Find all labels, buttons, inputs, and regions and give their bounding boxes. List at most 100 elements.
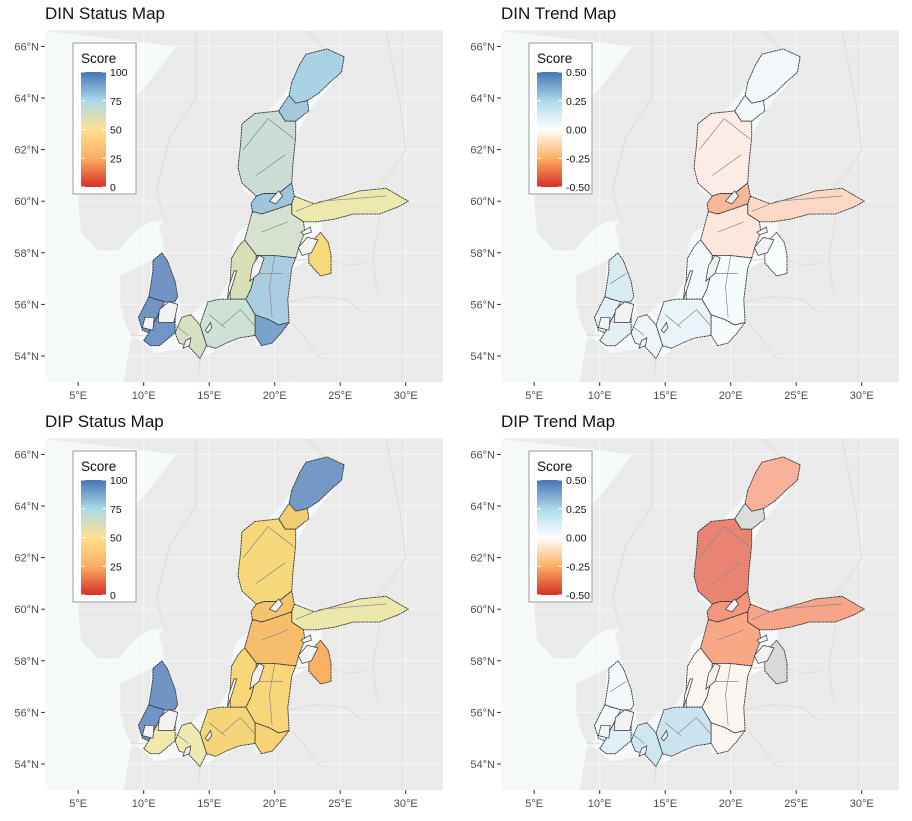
aland-island [724,190,740,205]
panel-title: DIN Trend Map [501,4,617,23]
country-border [306,438,328,461]
country-border [291,730,322,767]
y-tick-label: 64°N [470,501,495,513]
legend-color-bar [81,480,106,595]
y-tick-label: 58°N [14,656,39,668]
subbasin-line [256,562,286,584]
y-tick-label: 66°N [14,41,39,53]
x-tick-label: 10°E [588,390,612,402]
subbasin-line [222,309,254,326]
subbasin-line [222,717,254,734]
legend-label: 0 [110,182,116,194]
baltic-states-land [287,188,443,382]
x-tick-label: 30°E [850,390,874,402]
x-tick-label: 15°E [197,798,221,810]
dip-trend-panel: DIP Trend Map 5°E 10°E 15°E 20°E 25°E 30°E 66°… [456,408,912,816]
y-tick-label: 54°N [14,759,39,771]
country-border [372,216,381,292]
poland-germany-land [576,668,748,790]
gdansk-basin-region [254,314,290,347]
subbasin-line [269,255,276,318]
bothnian-sea-region [693,110,753,197]
poland-germany-land [576,260,748,382]
x-tick-label: 20°E [719,390,743,402]
y-tick-label: 58°N [470,656,495,668]
x-tick-label: 20°E [719,798,743,810]
x-tick-label: 30°E [850,798,874,810]
legend-label: -0.25 [566,561,590,573]
din-trend-panel: DIN Trend Map 5°E 10°E 15°E 20°E 25°E 30°E 66°… [456,0,912,408]
y-tick-label: 54°N [14,351,39,363]
subbasin-line [699,526,751,558]
legend-label: 0.50 [566,475,587,487]
x-tick-label: 10°E [132,390,156,402]
legend-label: 50 [110,125,122,137]
subbasin-line [717,221,744,233]
x-tick-label: 5°E [69,798,87,810]
x-tick-label: 25°E [328,798,352,810]
country-border [744,296,818,313]
bothnian-sea-region [237,518,297,605]
subbasin-line [208,722,226,736]
dip-status-map: 5°E 10°E 15°E 20°E 25°E 30°E 66°N 64°N 62°N 60°N 5… [14,438,443,810]
panel-title: DIP Trend Map [501,412,616,431]
y-tick-label: 54°N [470,351,495,363]
bornholm-island [660,729,669,742]
y-tick-label: 58°N [470,248,495,260]
subbasin-line [630,324,645,336]
country-border [156,30,197,220]
legend-color-bar [537,72,562,187]
subbasin-line [725,663,732,726]
legend-label: 0.00 [566,533,587,545]
country-border [832,438,863,597]
hiiumaa-island [756,226,768,236]
legend-label: 100 [110,67,128,79]
subbasin-line [295,603,387,620]
legend-label: -0.25 [566,153,590,165]
legend-label: 25 [110,153,122,165]
y-tick-label: 56°N [14,299,39,311]
legend-label: 75 [110,96,122,108]
oland-island [683,678,694,708]
legend-title: Score [537,459,572,474]
arkona-basin-region [630,314,664,360]
din-status-panel: DIN Status Map 5°E 10°E 15°E 20°E 25°E 30°E 66… [0,0,456,408]
legend-label: 0.50 [566,67,587,79]
gotland-island [249,254,265,283]
hiiumaa-island [300,226,312,236]
gotland-island [705,662,721,691]
country-border [376,438,407,597]
zealand-island [157,709,179,731]
y-tick-label: 60°N [470,604,495,616]
funen-island [141,724,155,739]
y-tick-label: 60°N [14,196,39,208]
hiiumaa-island [756,634,768,644]
legend-label: 100 [110,475,128,487]
country-border [828,216,837,292]
subbasin-line [630,732,645,744]
x-tick-label: 25°E [784,798,808,810]
panel-title: DIN Status Map [45,4,165,23]
sweden-land [612,30,764,320]
legend-label: 0.25 [566,504,587,516]
country-border [376,30,407,189]
legend-title: Score [81,459,116,474]
gdansk-basin-region [710,722,746,755]
country-border [291,322,322,359]
subbasin-line [261,221,288,233]
subbasin-line [699,118,751,150]
y-tick-label: 64°N [470,93,495,105]
subbasin-line [610,273,627,285]
y-tick-label: 66°N [470,449,495,461]
subbasin-line [243,526,295,558]
zealand-island [613,709,635,731]
hiiumaa-island [300,634,312,644]
gotland-island [249,662,265,691]
country-border [744,704,818,721]
finland-land [746,30,899,204]
baltic-states-land [743,596,899,790]
legend-color-bar [81,72,106,187]
subbasin-line [712,154,742,176]
